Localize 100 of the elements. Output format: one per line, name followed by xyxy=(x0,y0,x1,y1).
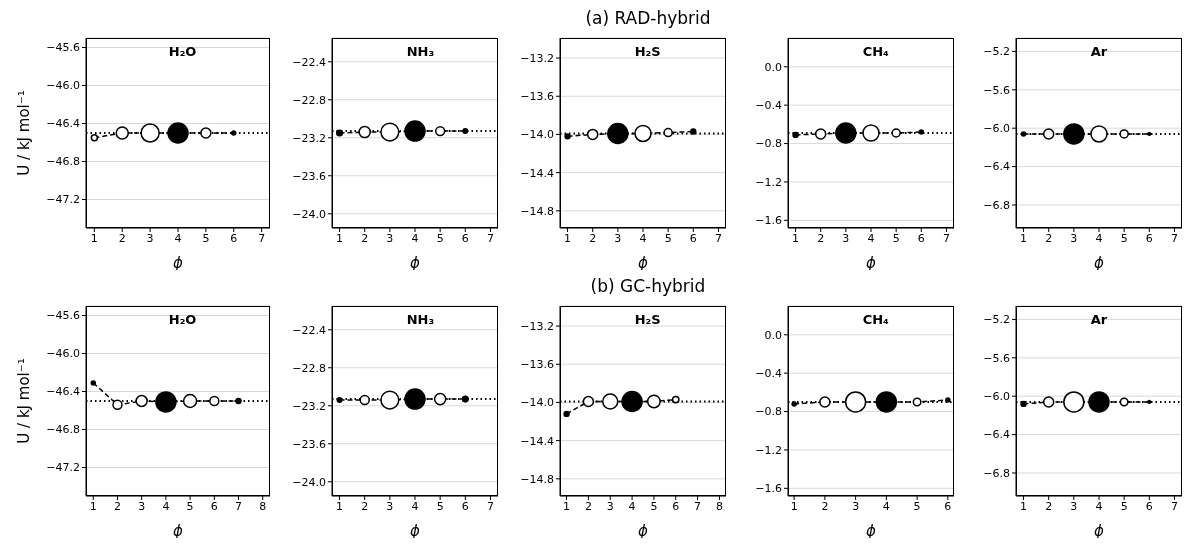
x-tick-label: 6 xyxy=(230,231,238,245)
y-tick-label: −1.6 xyxy=(755,214,782,228)
x-tick-label: 8 xyxy=(259,499,267,513)
y-tick-label: −0.8 xyxy=(755,405,782,419)
y-tick-label: −14.0 xyxy=(520,396,554,410)
x-tick-label: 1 xyxy=(564,231,572,245)
x-tick-label: 4 xyxy=(628,499,636,513)
y-tick-label: −22.8 xyxy=(292,93,326,107)
x-tick-label: 5 xyxy=(1120,231,1128,245)
x-tick-label: 3 xyxy=(146,231,154,245)
x-tick-label: 6 xyxy=(1145,231,1153,245)
x-tick-label: 2 xyxy=(361,499,369,513)
x-tick-label: 1 xyxy=(1020,231,1028,245)
y-axis-title: U / kJ mol⁻¹ xyxy=(15,90,34,176)
y-tick-label: −5.2 xyxy=(983,45,1010,59)
x-tick-label: 2 xyxy=(361,231,369,245)
x-tick-label: 7 xyxy=(486,231,494,245)
y-tick-label: −5.6 xyxy=(983,83,1010,97)
x-tick-label: 1 xyxy=(563,499,571,513)
x-tick-label: 5 xyxy=(650,499,658,513)
x-tick-label: 6 xyxy=(689,231,697,245)
y-tick-label: −5.2 xyxy=(983,313,1010,327)
x-tick-label: 7 xyxy=(1170,231,1178,245)
y-tick-label: −0.4 xyxy=(755,99,782,113)
y-tick-label: −13.6 xyxy=(520,90,554,104)
annotation: CH₄ xyxy=(862,312,889,327)
x-tick-label: 7 xyxy=(1170,499,1178,513)
x-tick-label: 6 xyxy=(917,231,925,245)
x-tick-label: 3 xyxy=(386,231,394,245)
x-tick-label: 4 xyxy=(411,231,419,245)
y-tick-label: −0.4 xyxy=(755,367,782,381)
y-tick-label: −23.6 xyxy=(292,437,326,451)
y-axis-title: U / kJ mol⁻¹ xyxy=(15,358,34,444)
x-tick-label: 8 xyxy=(715,499,723,513)
chart-title: (a) RAD-hybrid xyxy=(584,8,712,30)
y-tick-label: −14.8 xyxy=(520,204,554,218)
y-tick-label: −14.8 xyxy=(520,472,554,486)
y-tick-label: −6.4 xyxy=(983,160,1010,174)
x-tick-label: 4 xyxy=(162,499,170,513)
annotation: H₂S xyxy=(634,44,661,59)
x-tick-label: 5 xyxy=(892,231,900,245)
y-tick-label: 0.0 xyxy=(764,60,782,74)
y-tick-label: −23.6 xyxy=(292,169,326,183)
x-tick-label: 5 xyxy=(436,231,444,245)
annotation: NH₃ xyxy=(406,312,435,327)
y-tick-label: −24.0 xyxy=(292,207,326,221)
x-tick-label: 1 xyxy=(90,231,98,245)
y-tick-label: −22.4 xyxy=(292,323,326,337)
x-tick-label: 1 xyxy=(790,499,798,513)
y-tick-label: −14.0 xyxy=(520,128,554,142)
x-tick-label: 7 xyxy=(258,231,266,245)
x-tick-label: 4 xyxy=(1095,499,1103,513)
x-tick-label: 2 xyxy=(584,499,592,513)
x-tick-label: 4 xyxy=(1095,231,1103,245)
y-tick-label: −46.4 xyxy=(46,385,80,399)
x-tick-label: 2 xyxy=(817,231,825,245)
y-tick-label: −1.6 xyxy=(755,482,782,496)
x-tick-label: 3 xyxy=(138,499,146,513)
x-tick-label: 2 xyxy=(113,499,121,513)
y-tick-label: −46.8 xyxy=(46,423,80,437)
x-tick-label: 5 xyxy=(913,499,921,513)
x-tick-label: 5 xyxy=(202,231,210,245)
x-tick-label: 7 xyxy=(694,499,702,513)
y-tick-label: −6.8 xyxy=(983,198,1010,212)
y-tick-label: −46.0 xyxy=(46,79,80,93)
x-tick-label: 3 xyxy=(1070,231,1078,245)
x-tick-label: 5 xyxy=(664,231,672,245)
annotation: H₂O xyxy=(168,312,197,327)
y-tick-label: −0.8 xyxy=(755,137,782,151)
chart-title: (b) GC-hybrid xyxy=(589,276,707,298)
y-tick-label: −6.4 xyxy=(983,428,1010,442)
y-tick-label: −1.2 xyxy=(755,443,782,457)
y-tick-label: −13.6 xyxy=(520,358,554,372)
x-tick-label: 1 xyxy=(792,231,800,245)
y-tick-label: −46.8 xyxy=(46,155,80,169)
x-tick-label: 1 xyxy=(336,231,344,245)
annotation: Ar xyxy=(1090,312,1108,327)
y-tick-label: −13.2 xyxy=(520,319,554,333)
y-tick-label: −22.8 xyxy=(292,361,326,375)
x-tick-label: 4 xyxy=(882,499,890,513)
y-tick-label: −14.4 xyxy=(520,166,554,180)
x-tick-label: 7 xyxy=(235,499,243,513)
annotation: H₂S xyxy=(634,312,661,327)
x-tick-label: 6 xyxy=(461,231,469,245)
y-tick-label: −6.0 xyxy=(983,390,1010,404)
annotation: NH₃ xyxy=(406,44,435,59)
x-tick-label: 6 xyxy=(672,499,680,513)
y-tick-label: −45.6 xyxy=(46,41,80,55)
y-tick-label: −47.2 xyxy=(46,193,80,207)
x-tick-label: 3 xyxy=(614,231,622,245)
x-tick-label: 4 xyxy=(174,231,182,245)
x-tick-label: 6 xyxy=(461,499,469,513)
x-tick-label: 4 xyxy=(639,231,647,245)
y-tick-label: −45.6 xyxy=(46,309,80,323)
x-tick-label: 1 xyxy=(1020,499,1028,513)
y-tick-label: −47.2 xyxy=(46,461,80,475)
x-tick-label: 6 xyxy=(1145,499,1153,513)
annotation: H₂O xyxy=(168,44,197,59)
y-tick-label: −22.4 xyxy=(292,55,326,69)
y-tick-label: −24.0 xyxy=(292,475,326,489)
